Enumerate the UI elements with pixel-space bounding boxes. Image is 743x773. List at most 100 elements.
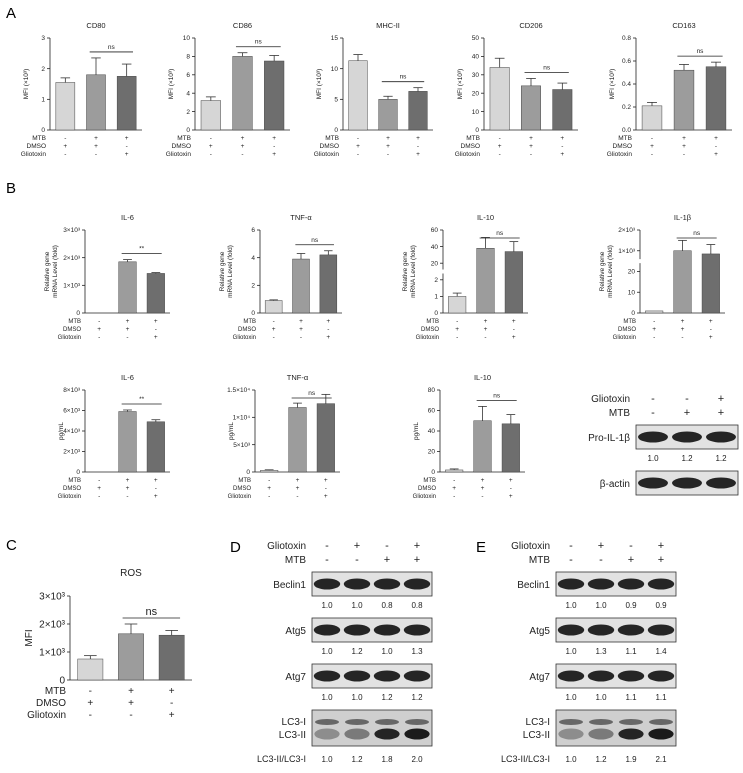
y-tick-label: 0.4: [622, 81, 631, 88]
blot-header-sign: +: [684, 407, 690, 419]
condition-sign: -: [456, 318, 458, 325]
chart-title: CD80: [86, 21, 105, 30]
y-tick-label: 0: [41, 127, 45, 134]
y-axis-label: pg/mL: [413, 422, 420, 440]
bar: [260, 470, 279, 473]
blot-band-label: LC3-I: [282, 717, 306, 728]
condition-label: Gliotoxin: [166, 151, 192, 158]
bar: [445, 469, 464, 473]
y-tick-label: 2: [434, 277, 438, 284]
bar: [118, 261, 137, 314]
blot-quant: 0.8: [381, 601, 393, 610]
significance-label: **: [139, 396, 145, 403]
condition-label: Gliotoxin: [413, 494, 436, 500]
condition-sign: +: [87, 698, 93, 709]
condition-label: DMSO: [233, 486, 251, 492]
bar: [264, 60, 285, 131]
bar: [645, 310, 664, 314]
condition-sign: -: [530, 151, 532, 158]
condition-sign: +: [326, 318, 330, 325]
band: [647, 670, 675, 682]
blot-quant: 1.3: [411, 647, 423, 656]
condition-sign: -: [64, 135, 66, 142]
significance-label: ns: [108, 44, 116, 51]
y-tick-label: 0: [251, 310, 255, 317]
y-tick-label: 8: [186, 54, 190, 61]
blot-quant: 1.9: [625, 755, 637, 764]
y-tick-label: 2×10³: [63, 255, 81, 262]
bar: [408, 91, 428, 131]
condition-sign: +: [529, 143, 533, 150]
band: [373, 624, 401, 636]
y-axis-label: MFI (×10³): [457, 69, 464, 100]
blot-header-sign: +: [354, 540, 360, 552]
y-axis-label: MFI: [24, 629, 35, 646]
y-tick-label: 5×10³: [233, 442, 251, 449]
y-tick-label: 0.0: [622, 127, 631, 134]
band-lc3-ii: [344, 728, 370, 740]
condition-sign: -: [126, 334, 128, 341]
bar: [200, 100, 221, 131]
condition-sign: +: [299, 318, 303, 325]
blot-header-sign: -: [651, 393, 655, 405]
chart-title: TNF-α: [290, 213, 312, 222]
condition-label: MTB: [68, 319, 81, 325]
band-lc3-i: [559, 719, 583, 725]
chart-title: IL-10: [477, 213, 494, 222]
y-tick-label: 6×10³: [63, 408, 81, 415]
condition-sign: -: [268, 493, 270, 500]
y-tick-label: 0: [246, 469, 250, 476]
y-tick-label: 6: [186, 72, 190, 79]
bar: [319, 254, 338, 314]
blot-quant: 1.0: [321, 755, 333, 764]
y-tick-label: 10: [183, 35, 191, 42]
condition-sign: -: [357, 151, 359, 158]
y-tick-label: 5: [334, 97, 338, 104]
bar: [264, 300, 283, 314]
condition-label: MTB: [238, 478, 251, 484]
condition-sign: +: [126, 477, 130, 484]
bar: [288, 407, 307, 473]
band: [587, 578, 615, 590]
band-lc3-ii: [404, 728, 430, 740]
condition-label: DMSO: [63, 327, 81, 333]
band: [672, 431, 702, 443]
blot-quant: 1.0: [595, 601, 607, 610]
condition-sign: -: [98, 334, 100, 341]
chart-title: CD206: [519, 21, 542, 30]
condition-sign: +: [682, 143, 686, 150]
condition-sign: +: [154, 318, 158, 325]
significance-label: ns: [543, 64, 551, 71]
blot-header-label: Gliotoxin: [267, 541, 306, 552]
condition-label: Gliotoxin: [233, 335, 256, 341]
band: [706, 477, 736, 489]
condition-sign: +: [512, 334, 516, 341]
condition-sign: +: [682, 135, 686, 142]
condition-sign: +: [709, 318, 713, 325]
condition-sign: -: [210, 151, 212, 158]
blot-quant: 1.2: [351, 755, 363, 764]
condition-sign: +: [241, 143, 245, 150]
chart-B1: IL-6 0 1×10³ 2×10³ 3×10³ Relative gene mRNA Le…: [44, 213, 170, 341]
blot-header-sign: +: [658, 554, 664, 566]
band: [587, 624, 615, 636]
condition-sign: +: [154, 334, 158, 341]
blot-band-label: Pro-IL-1β: [588, 433, 630, 444]
blot-quant: 1.3: [595, 647, 607, 656]
band: [373, 578, 401, 590]
condition-sign: +: [97, 485, 101, 492]
blot-band-label: Beclin1: [517, 580, 550, 591]
condition-sign: -: [126, 143, 128, 150]
band-lc3-ii: [374, 728, 400, 740]
condition-sign: -: [453, 477, 455, 484]
condition-sign: -: [98, 318, 100, 325]
blot-band-label: Atg7: [529, 672, 550, 683]
condition-sign: -: [387, 151, 389, 158]
condition-sign: -: [89, 686, 92, 697]
blot-quant: 2.1: [655, 755, 667, 764]
band-lc3-i: [589, 719, 613, 725]
